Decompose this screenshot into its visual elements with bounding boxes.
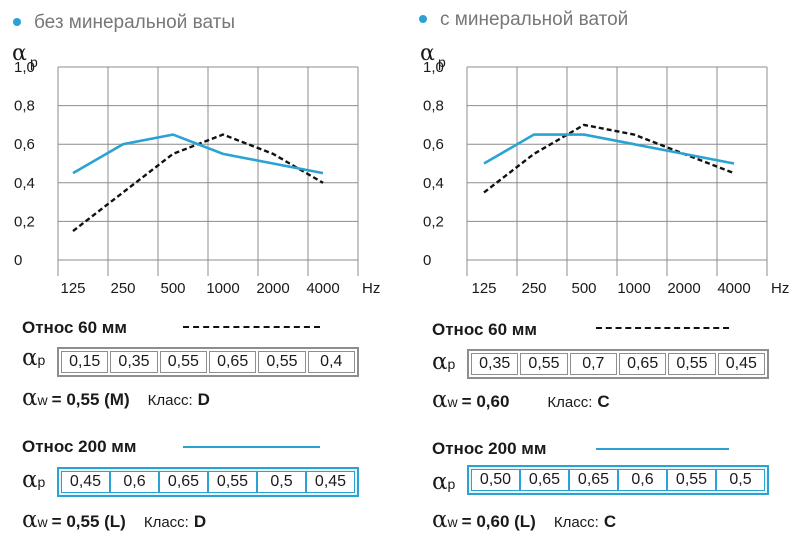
left-row1-legend-dashed (183, 326, 320, 328)
right-row2-values-box: 0,50 0,65 0,65 0,6 0,55 0,5 (467, 465, 769, 495)
right-y-tick: 1,0 (423, 59, 444, 76)
left-y-axis-label-sub: p (30, 54, 38, 70)
right-x-tick: 500 (571, 280, 596, 297)
aw-value: = 0,60 (461, 392, 510, 411)
value-cell: 0,65 (208, 351, 257, 373)
value-cell: 0,5 (257, 471, 306, 493)
right-y-tick: 0,4 (423, 175, 444, 192)
value-cell: 0,65 (569, 469, 618, 491)
left-title-bullet (13, 18, 21, 26)
left-row2-title: Относ 200 мм (22, 437, 137, 456)
left-y-tick: 1,0 (14, 59, 35, 76)
right-x-tick: 1000 (617, 280, 650, 297)
right-series-otnos-200 (483, 133, 735, 165)
left-row2-legend-solid (183, 446, 320, 448)
right-title-bullet (419, 15, 427, 23)
class-label: Класс: (547, 394, 593, 411)
value-cell: 0,45 (61, 471, 110, 493)
right-row2-aw: αw = 0,60 (L) Класс: C (432, 507, 617, 533)
value-cell: 0,55 (520, 353, 568, 375)
right-y-axis-label: α (420, 41, 435, 66)
right-x-axis-unit: Hz (771, 280, 789, 297)
left-series-otnos-200 (72, 133, 324, 175)
right-y-axis-label-sub: p (438, 54, 446, 70)
right-row1-values-box: 0,35 0,55 0,7 0,65 0,55 0,45 (467, 349, 769, 379)
value-cell: 0,4 (307, 351, 355, 373)
left-row1-alpha-p-label: αp (22, 345, 46, 371)
right-y-tick: 0,8 (423, 98, 444, 115)
aw-value: = 0,55 (M) (51, 390, 130, 409)
class-label: Класс: (147, 392, 193, 409)
value-cell: 0,6 (618, 469, 667, 491)
left-x-tick: 1000 (206, 280, 239, 297)
left-row1-aw: αw = 0,55 (M) Класс: D (22, 385, 210, 411)
right-y-tick: 0,6 (423, 136, 444, 153)
right-y-tick: 0 (423, 252, 431, 269)
value-cell: 0,35 (110, 351, 158, 373)
right-x-tick: 125 (471, 280, 496, 297)
left-y-tick: 0,8 (14, 98, 35, 115)
left-y-axis-label: α (12, 41, 27, 66)
class-label: Класс: (143, 514, 189, 531)
right-y-tick: 0,2 (423, 213, 444, 230)
right-row1-legend-dashed (596, 327, 729, 329)
value-cell: 0,50 (471, 469, 520, 491)
right-row2-legend-solid (596, 448, 729, 450)
value-cell: 0,55 (208, 471, 257, 493)
value-cell: 0,15 (61, 351, 109, 373)
left-row1-title: Относ 60 мм (22, 318, 127, 337)
left-chart-title: без минеральной ваты (34, 12, 235, 33)
left-x-tick: 500 (160, 280, 185, 297)
value-cell: 0,65 (520, 469, 569, 491)
left-y-tick: 0,2 (14, 213, 35, 230)
left-row1-values-box: 0,15 0,35 0,55 0,65 0,55 0,4 (57, 347, 359, 377)
value-cell: 0,7 (569, 353, 617, 375)
value-cell: 0,65 (618, 353, 667, 375)
left-row2-alpha-p-label: αp (22, 467, 46, 493)
left-x-tick: 2000 (256, 280, 289, 297)
right-x-tick: 4000 (717, 280, 750, 297)
left-row2-aw: αw = 0,55 (L) Класс: D (22, 507, 207, 533)
value-cell: 0,6 (110, 471, 159, 493)
class-value: D (197, 390, 210, 409)
aw-value: = 0,60 (L) (461, 512, 536, 531)
value-cell: 0,65 (159, 471, 208, 493)
value-cell: 0,45 (717, 353, 765, 375)
right-row2-title: Относ 200 мм (432, 439, 547, 458)
right-row1-aw: αw = 0,60 Класс: C (432, 387, 610, 413)
left-x-tick: 125 (60, 280, 85, 297)
value-cell: 0,55 (159, 351, 207, 373)
value-cell: 0,45 (306, 471, 355, 493)
left-y-tick: 0,4 (14, 175, 35, 192)
right-chart-title: с минеральной ватой (440, 9, 628, 30)
left-x-tick: 250 (110, 280, 135, 297)
value-cell: 0,55 (668, 353, 716, 375)
class-value: C (603, 512, 617, 531)
value-cell: 0,35 (471, 353, 519, 375)
class-value: C (597, 392, 610, 411)
left-row2-values-box: 0,45 0,6 0,65 0,55 0,5 0,45 (57, 467, 359, 497)
right-x-tick: 2000 (667, 280, 700, 297)
right-row1-alpha-p-label: αp (432, 349, 456, 375)
class-label: Класс: (553, 514, 599, 531)
right-row1-title: Относ 60 мм (432, 320, 537, 339)
left-x-axis-unit: Hz (362, 280, 380, 297)
left-y-tick: 0 (14, 252, 22, 269)
value-cell: 0,55 (667, 469, 716, 491)
left-y-tick: 0,6 (14, 136, 35, 153)
value-cell: 0,55 (258, 351, 306, 373)
aw-value: = 0,55 (L) (51, 512, 126, 531)
right-x-tick: 250 (521, 280, 546, 297)
left-x-tick: 4000 (306, 280, 339, 297)
right-series-otnos-60 (483, 123, 735, 194)
class-value: D (193, 512, 207, 531)
value-cell: 0,5 (716, 469, 765, 491)
right-row2-alpha-p-label: αp (432, 469, 456, 495)
